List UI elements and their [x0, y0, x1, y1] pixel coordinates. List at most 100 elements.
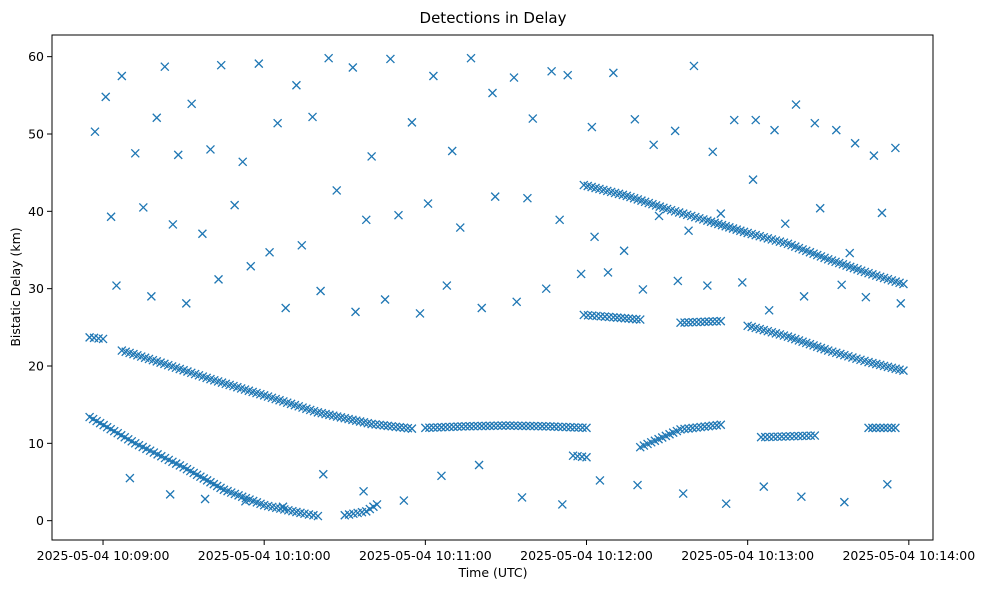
- data-point: [415, 308, 425, 318]
- data-point: [447, 146, 457, 156]
- track-point: [810, 431, 820, 441]
- track-point: [569, 422, 579, 432]
- data-point: [630, 114, 640, 124]
- data-point: [748, 175, 758, 185]
- data-point: [837, 280, 847, 290]
- track-point: [578, 423, 587, 433]
- data-point: [348, 63, 358, 72]
- data-point: [670, 126, 680, 136]
- data-point: [708, 147, 718, 157]
- track-point: [684, 317, 694, 327]
- data-point: [877, 208, 887, 218]
- track-point: [493, 421, 503, 431]
- data-point: [547, 66, 557, 76]
- y-axis-label: Bistatic Delay (km): [8, 227, 23, 346]
- track-point: [806, 431, 816, 441]
- data-point: [168, 220, 178, 229]
- track-point: [437, 422, 446, 432]
- track-point: [898, 366, 908, 376]
- track-point: [457, 422, 467, 431]
- track-point: [545, 422, 555, 431]
- x-tick-label: 2025-05-04 10:13:00: [681, 548, 814, 563]
- track-point: [704, 317, 714, 327]
- track-point: [573, 423, 583, 433]
- data-point: [361, 215, 371, 225]
- track-point: [407, 424, 417, 434]
- data-point: [815, 203, 825, 213]
- data-point: [146, 291, 156, 301]
- data-point: [488, 88, 497, 98]
- data-point: [764, 305, 774, 315]
- x-tick-label: 2025-05-04 10:11:00: [359, 548, 492, 563]
- data-point: [831, 125, 841, 135]
- data-point: [517, 493, 527, 502]
- track-point: [579, 310, 589, 320]
- track-point: [887, 423, 897, 433]
- data-point: [214, 274, 223, 284]
- track-point: [453, 422, 463, 432]
- y-tick-label: 60: [28, 49, 44, 64]
- data-point: [563, 70, 573, 80]
- data-point: [324, 53, 334, 63]
- track-point: [583, 310, 593, 320]
- data-point: [246, 261, 256, 271]
- y-tick-label: 20: [28, 358, 44, 373]
- data-point: [791, 100, 801, 110]
- y-tick-label: 10: [28, 436, 44, 451]
- track-point: [864, 423, 873, 433]
- data-point: [359, 486, 369, 496]
- track-point: [898, 279, 908, 289]
- data-point: [332, 185, 342, 195]
- track-point: [537, 421, 547, 431]
- data-point: [799, 291, 809, 301]
- data-point: [595, 475, 605, 485]
- data-point: [896, 298, 906, 308]
- data-point: [477, 303, 487, 313]
- x-tick-label: 2025-05-04 10:10:00: [198, 548, 331, 563]
- track-point: [553, 422, 563, 432]
- data-point: [101, 92, 111, 102]
- data-point: [702, 281, 712, 291]
- data-point: [490, 192, 500, 202]
- track-point: [777, 432, 787, 442]
- track-point: [802, 431, 812, 441]
- data-point: [716, 209, 726, 219]
- data-point: [308, 112, 317, 122]
- data-point: [423, 199, 433, 209]
- track-point: [890, 423, 900, 433]
- data-point: [200, 494, 210, 504]
- track-point: [98, 334, 108, 344]
- track-point: [497, 421, 507, 431]
- track-point: [635, 315, 645, 325]
- data-point: [407, 117, 417, 127]
- data-point: [796, 492, 806, 502]
- track-point: [793, 431, 803, 441]
- data-point: [555, 215, 565, 225]
- data-point: [442, 281, 452, 291]
- track-point: [785, 431, 795, 441]
- track-point: [596, 311, 606, 321]
- track-point: [612, 313, 622, 323]
- data-point: [608, 68, 618, 78]
- track-point: [541, 421, 551, 431]
- data-point: [770, 125, 779, 135]
- track-point: [477, 421, 487, 431]
- track-point: [696, 317, 706, 327]
- track-point: [428, 423, 438, 433]
- track-point: [871, 423, 881, 433]
- data-point: [845, 248, 855, 258]
- track-point: [764, 432, 774, 442]
- track-point: [716, 316, 726, 326]
- data-point: [474, 460, 484, 470]
- data-point: [751, 115, 761, 125]
- data-point: [181, 298, 191, 308]
- track-point: [769, 432, 778, 442]
- track-point: [883, 423, 893, 433]
- track-point: [582, 452, 591, 462]
- data-point: [316, 286, 326, 296]
- data-point: [265, 247, 275, 257]
- data-point: [240, 496, 250, 506]
- track-point: [781, 431, 791, 441]
- chart-title: Detections in Delay: [420, 9, 567, 27]
